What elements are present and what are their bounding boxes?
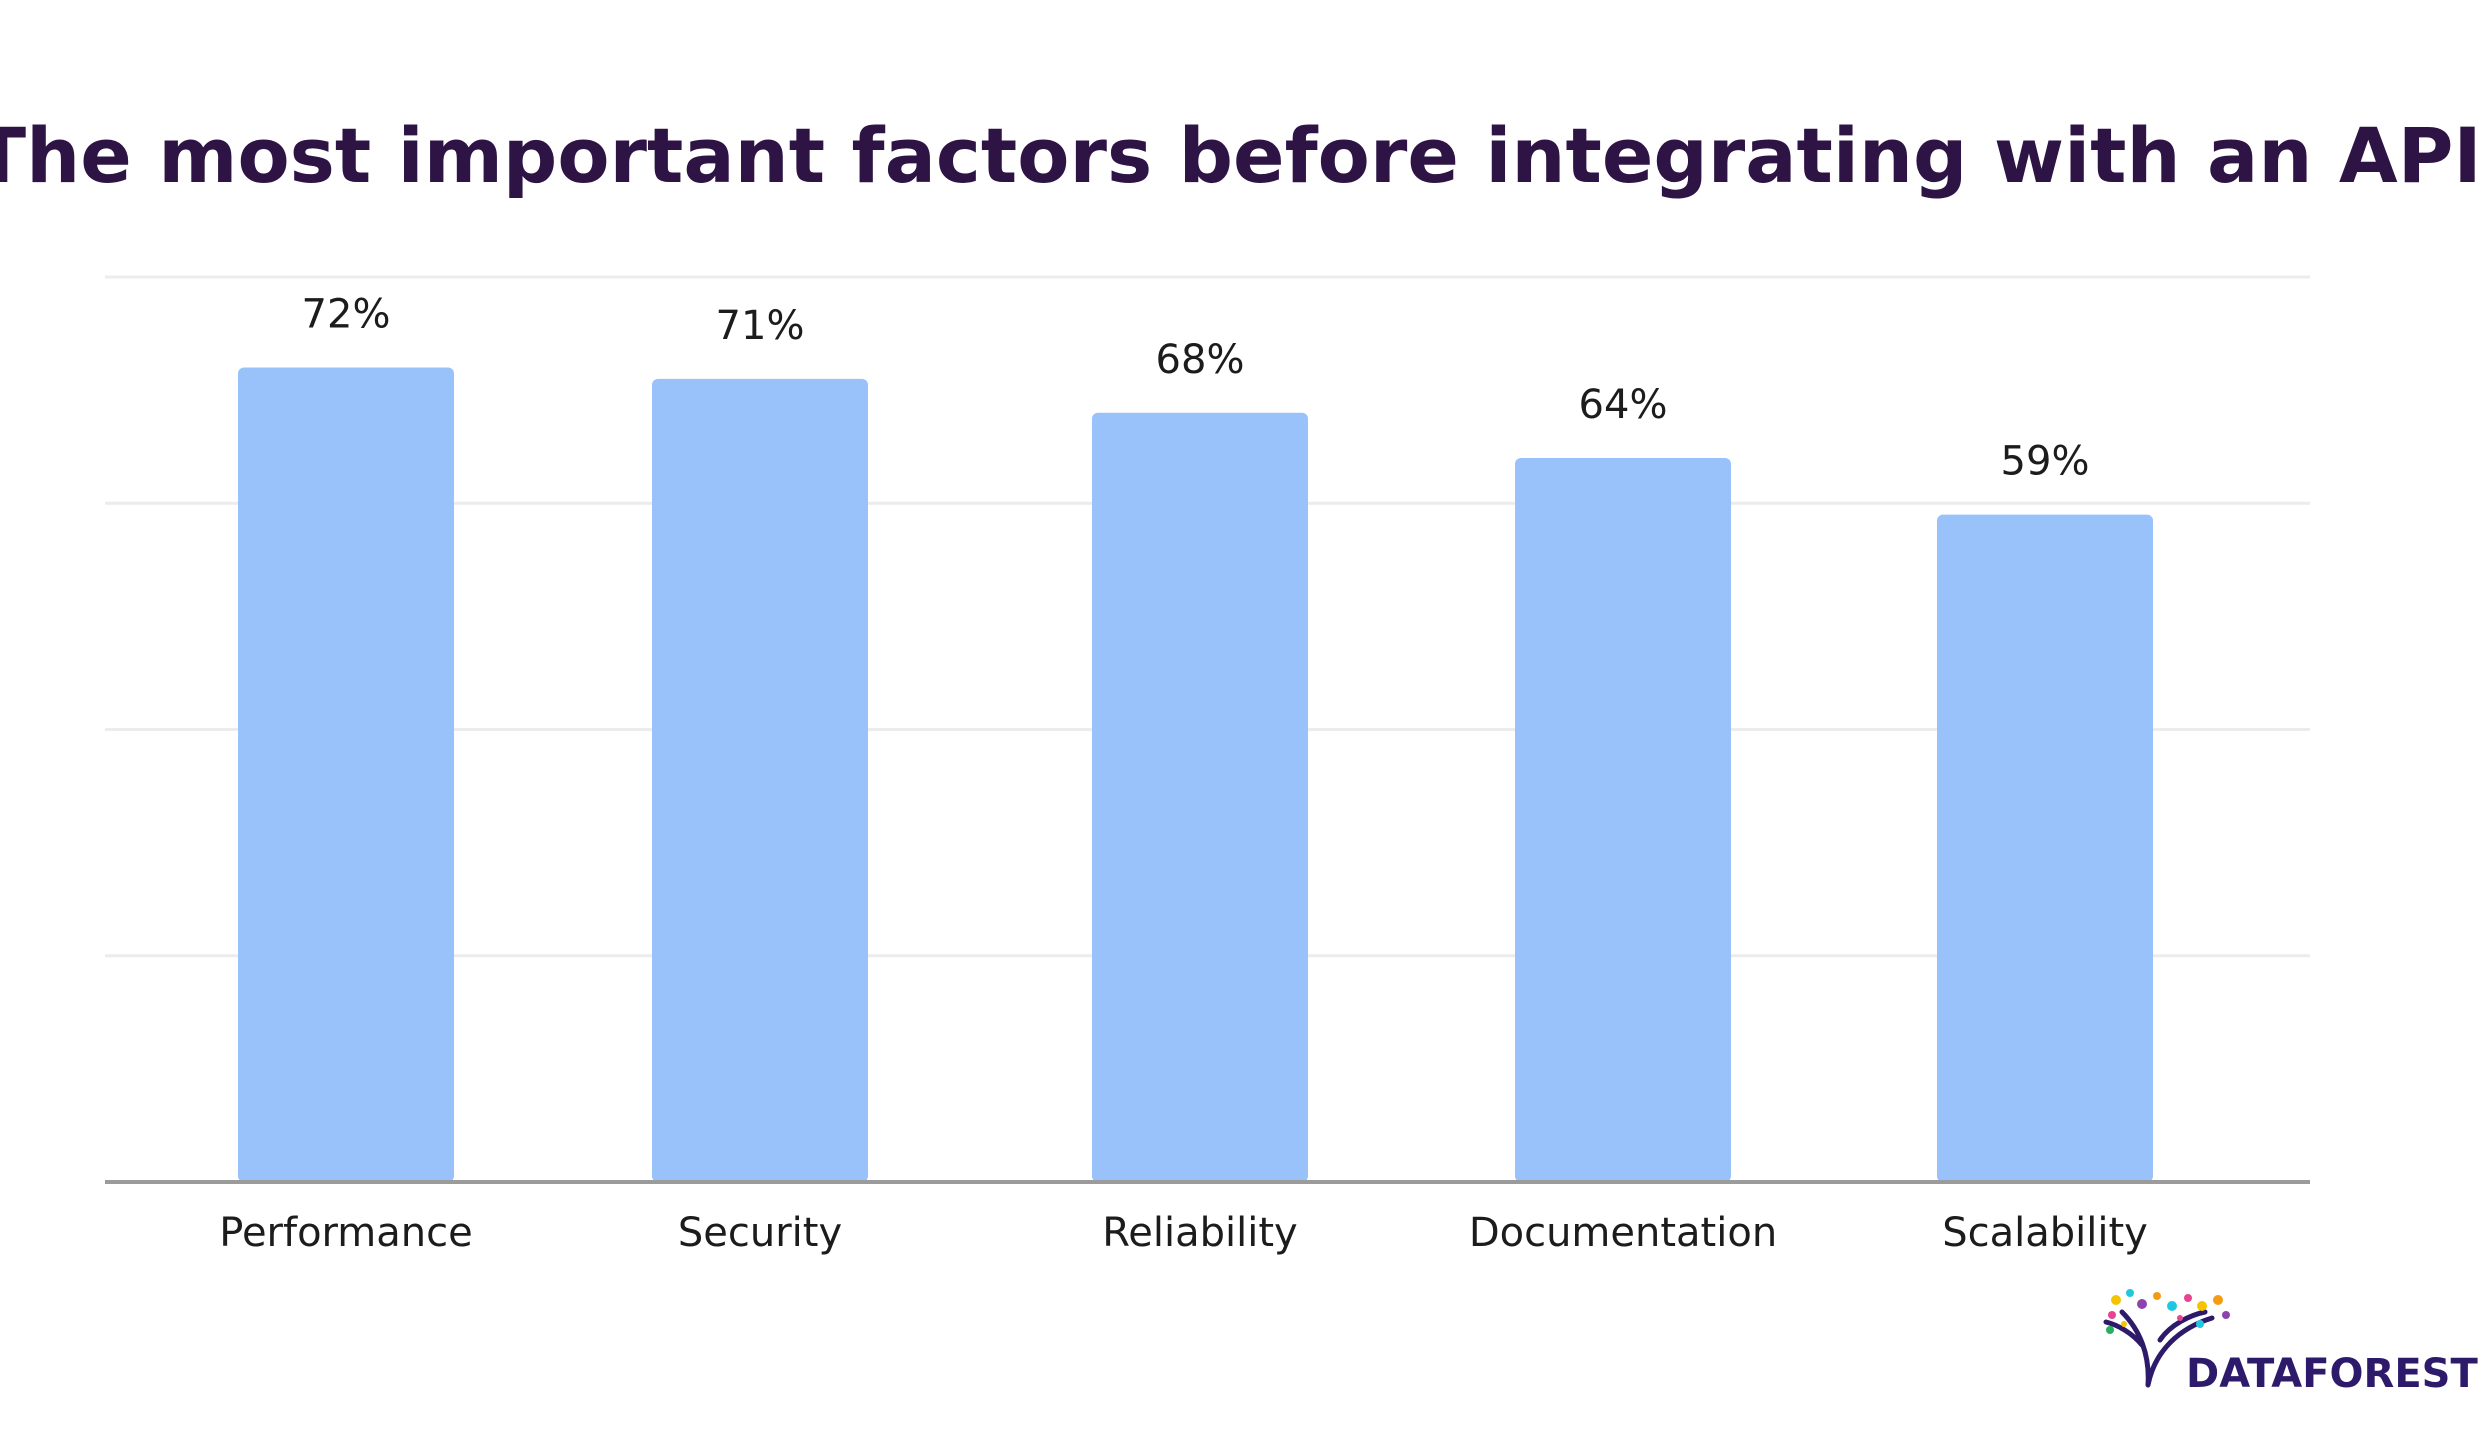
value-labels: 72% 71% 68% 64% 59% <box>302 292 2090 485</box>
bar-scalability <box>1937 514 2153 1182</box>
value-label: 72% <box>302 292 391 338</box>
value-label: 71% <box>716 303 805 349</box>
category-label: Performance <box>219 1210 472 1256</box>
category-label: Reliability <box>1102 1210 1297 1256</box>
tree-logo-icon <box>2103 1289 2230 1388</box>
bar-performance <box>238 367 454 1182</box>
value-label: 59% <box>2001 439 2090 485</box>
bars <box>238 367 2153 1182</box>
category-label: Security <box>678 1210 842 1256</box>
bar-documentation <box>1515 458 1731 1182</box>
value-label: 68% <box>1156 337 1245 383</box>
value-label: 64% <box>1579 382 1668 428</box>
bar-security <box>652 378 868 1182</box>
brand-logo: DATAFOREST <box>2103 1289 2478 1397</box>
brand-name: DATAFOREST <box>2186 1351 2478 1397</box>
category-labels: Performance Security Reliability Documentat… <box>219 1210 2148 1256</box>
bar-reliability <box>1092 412 1308 1182</box>
chart-title: The most important factors before integr… <box>0 111 2480 200</box>
category-label: Documentation <box>1469 1210 1777 1256</box>
category-label: Scalability <box>1942 1210 2148 1256</box>
